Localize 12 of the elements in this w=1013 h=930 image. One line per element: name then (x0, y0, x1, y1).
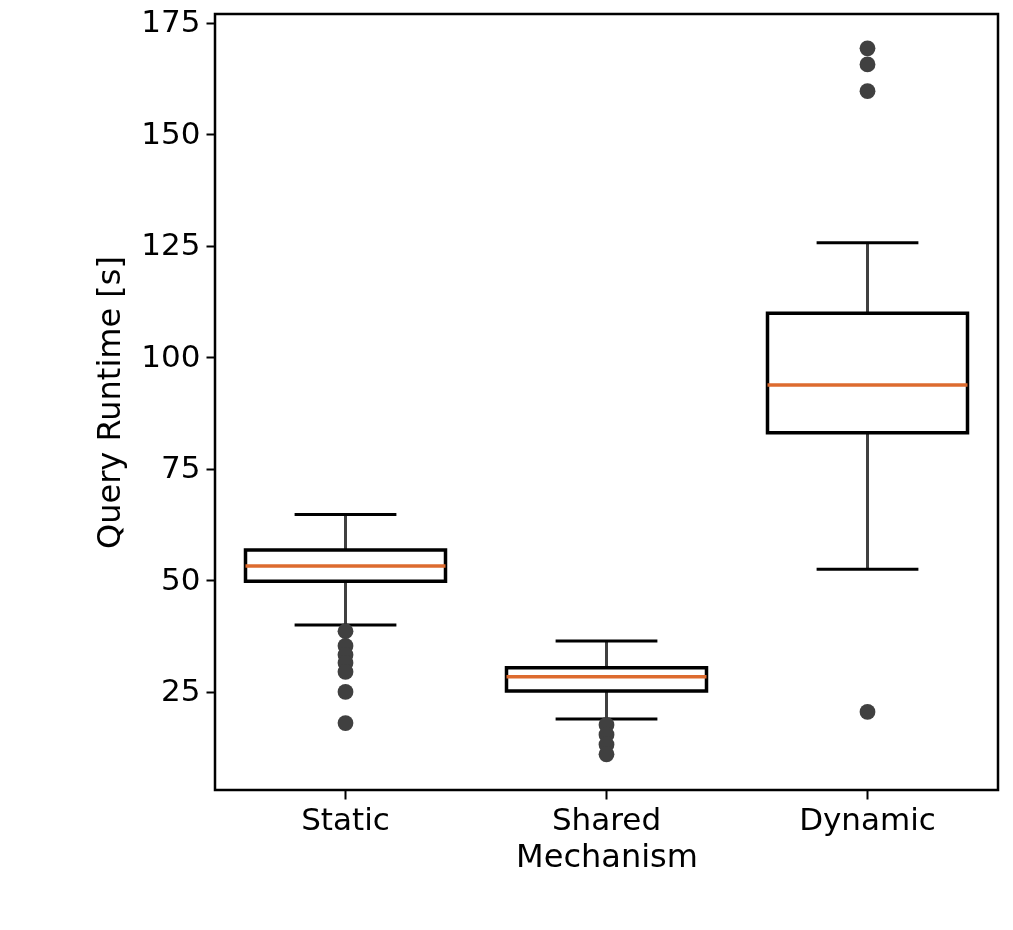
y-tick-label: 175 (141, 3, 201, 40)
y-axis-title: Query Runtime [s] (90, 256, 129, 549)
y-tick-label: 75 (161, 449, 201, 486)
x-tick-label: Static (301, 800, 390, 837)
x-tick-label: Dynamic (799, 800, 936, 837)
y-tick-label: 50 (161, 560, 201, 597)
y-tick-label: 125 (141, 226, 201, 263)
y-tick-label: 100 (141, 337, 201, 374)
y-tick-label: 150 (141, 114, 201, 151)
x-tick-label: Shared (551, 800, 662, 837)
y-tick-label: 25 (161, 672, 201, 709)
x-axis-title: Mechanism (516, 836, 698, 875)
